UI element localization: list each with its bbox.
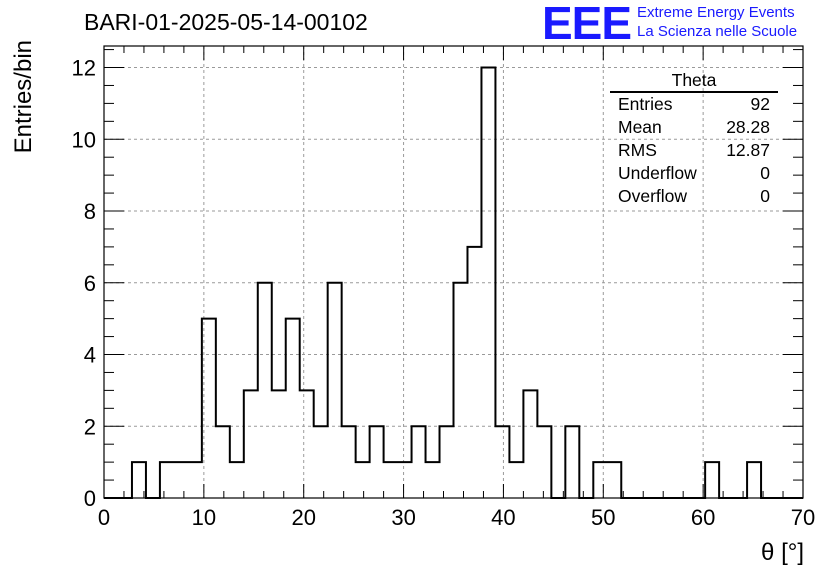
histogram-bin xyxy=(747,462,761,498)
histogram-bin xyxy=(398,462,412,498)
histogram-bin xyxy=(342,426,356,498)
x-tick-label: 60 xyxy=(691,505,715,530)
y-tick-label: 6 xyxy=(84,271,96,296)
y-tick-label: 8 xyxy=(84,199,96,224)
x-tick-label: 10 xyxy=(192,505,216,530)
histogram-bin xyxy=(328,283,342,498)
histogram-bin xyxy=(370,426,384,498)
stats-row-mean: Mean 28.28 xyxy=(610,116,778,139)
histogram-bin xyxy=(174,462,188,498)
run-title: BARI-01-2025-05-14-00102 xyxy=(84,9,368,35)
histogram-bin xyxy=(314,426,328,498)
y-axis-label: Entries/bin xyxy=(10,40,37,153)
histogram-bin xyxy=(593,462,607,498)
histogram-bin xyxy=(523,390,537,498)
histogram-bin xyxy=(230,462,244,498)
stats-value: 0 xyxy=(760,186,770,206)
x-tick-label: 30 xyxy=(391,505,415,530)
histogram-bin xyxy=(537,426,551,498)
stats-row-rms: RMS 12.87 xyxy=(610,139,778,162)
y-tick-label: 12 xyxy=(72,56,96,81)
x-tick-label: 0 xyxy=(98,505,110,530)
stats-row-underflow: Underflow 0 xyxy=(610,162,778,185)
y-tick-label: 10 xyxy=(72,127,96,152)
histogram-bin xyxy=(467,247,481,498)
eee-logo: EEE xyxy=(542,0,632,49)
logo-caption-line2: La Scienza nelle Scuole xyxy=(637,23,798,40)
histogram-bin xyxy=(286,319,300,498)
histogram-bin xyxy=(495,426,509,498)
logo-caption: Extreme Energy Events La Scienza nelle S… xyxy=(637,3,797,41)
stats-label: RMS xyxy=(618,140,657,160)
stats-row-entries: Entries 92 xyxy=(610,93,778,116)
stats-value: 28.28 xyxy=(726,117,770,137)
y-tick-label: 2 xyxy=(84,414,96,439)
histogram-bin xyxy=(244,390,258,498)
x-tick-label: 50 xyxy=(591,505,615,530)
histogram-bin xyxy=(426,462,440,498)
stats-label: Underflow xyxy=(618,163,697,183)
histogram-bin xyxy=(300,390,314,498)
stats-label: Entries xyxy=(618,94,673,114)
histogram-bin xyxy=(272,390,286,498)
stats-value: 92 xyxy=(750,94,770,114)
histogram-bin xyxy=(440,426,454,498)
y-tick-label: 4 xyxy=(84,343,96,368)
x-axis-label: θ [°] xyxy=(761,539,804,566)
x-tick-label: 40 xyxy=(491,505,515,530)
stats-label: Overflow xyxy=(618,186,688,206)
y-tick-label: 0 xyxy=(84,486,96,511)
x-tick-label: 20 xyxy=(291,505,315,530)
histogram-bin xyxy=(356,462,370,498)
histogram-bin xyxy=(509,462,523,498)
histogram-bin xyxy=(412,426,426,498)
stats-title: Theta xyxy=(610,70,778,93)
histogram-bin xyxy=(565,426,579,498)
logo-caption-line1: Extreme Energy Events xyxy=(637,4,795,21)
plot-frame xyxy=(103,45,804,499)
histogram-bin xyxy=(160,462,174,498)
stats-value: 12.87 xyxy=(726,140,770,160)
histogram-bin xyxy=(454,283,468,498)
histogram-bin xyxy=(607,462,621,498)
histogram-bin xyxy=(258,283,272,498)
histogram-bin xyxy=(216,426,230,498)
histogram-bin xyxy=(188,462,202,498)
stats-box: Theta Entries 92 Mean 28.28 RMS 12.87 Un… xyxy=(610,70,778,208)
stats-row-overflow: Overflow 0 xyxy=(610,185,778,208)
axes xyxy=(103,45,804,499)
histogram-bin xyxy=(705,462,719,498)
tick-labels: 0 10 20 30 40 50 60 70 0 2 4 6 8 10 12 xyxy=(72,56,816,530)
histogram-bin xyxy=(384,462,398,498)
stats-value: 0 xyxy=(760,163,770,183)
stats-label: Mean xyxy=(618,117,662,137)
x-tick-label: 70 xyxy=(791,505,815,530)
